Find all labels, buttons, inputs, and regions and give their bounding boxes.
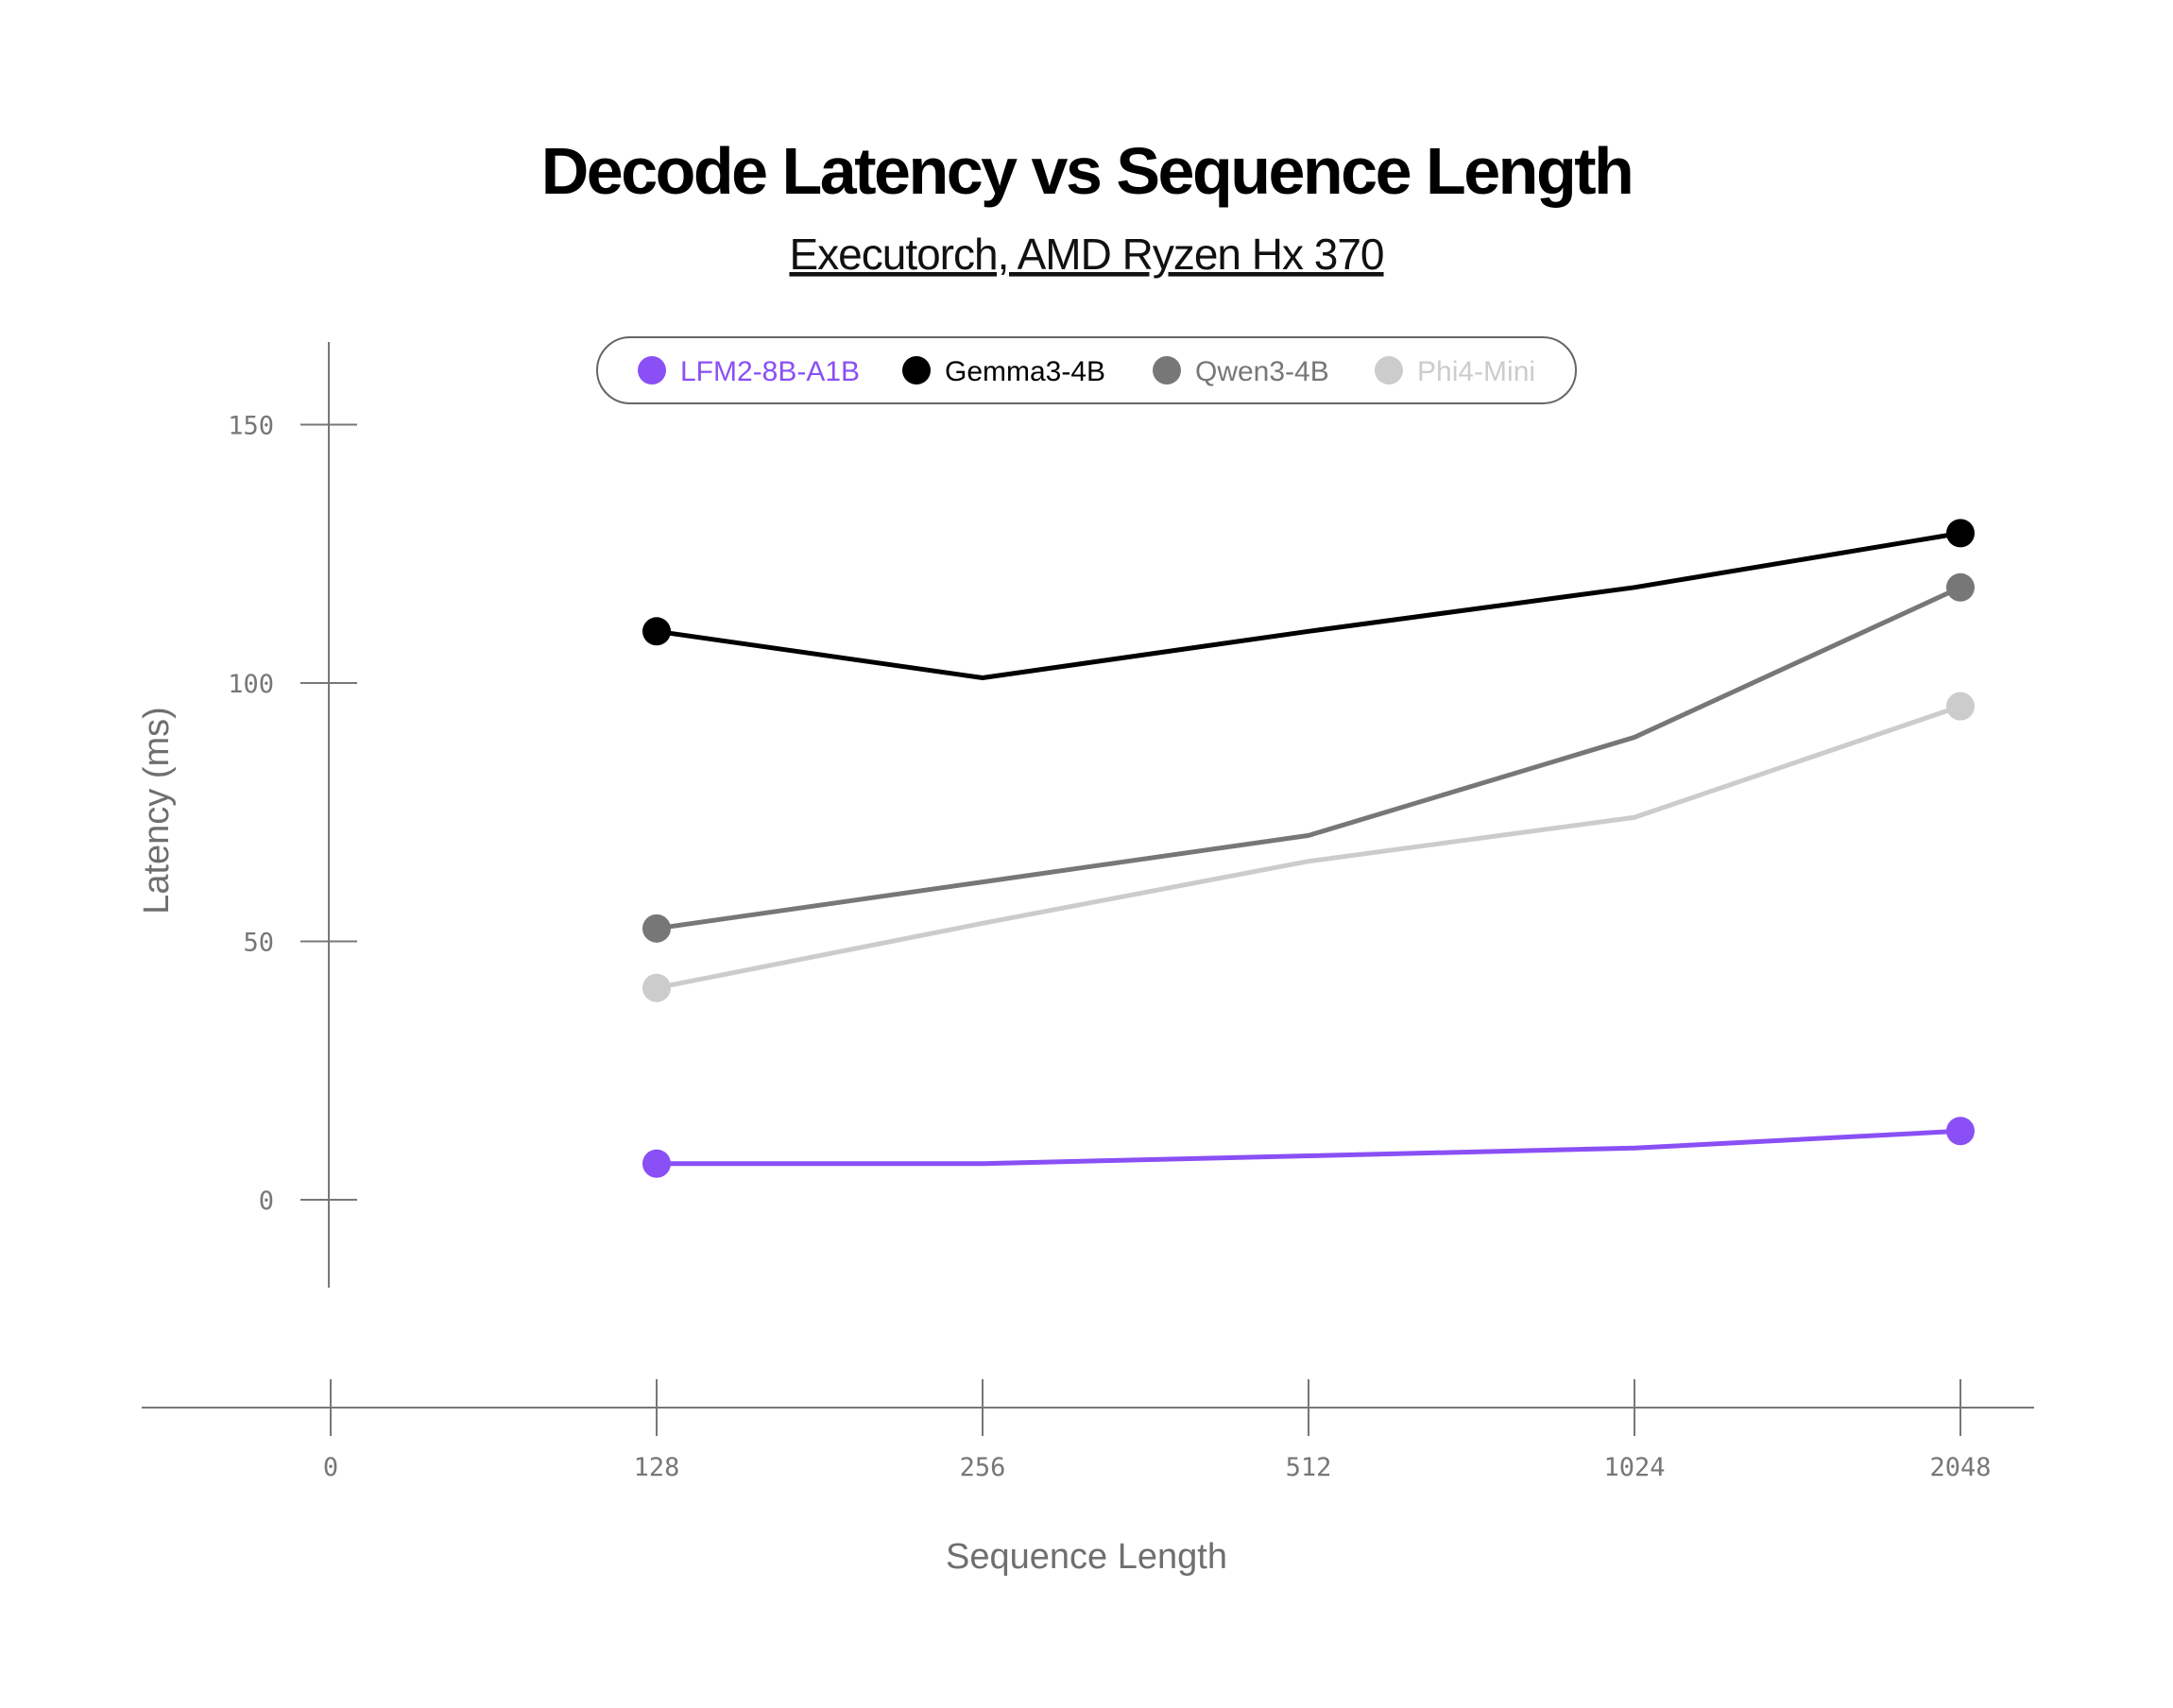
x-tick-label: 256 xyxy=(960,1453,1006,1482)
data-point xyxy=(642,914,671,943)
series-Phi4-Mini xyxy=(642,692,1975,1002)
y-tick-label: 100 xyxy=(228,670,274,699)
legend-label: Phi4-Mini xyxy=(1417,356,1535,387)
x-tick-label: 512 xyxy=(1286,1453,1332,1482)
data-point xyxy=(1946,572,1975,602)
legend-marker xyxy=(1375,356,1403,384)
chart-subtitle: Executorch, AMD Ryzen Hx 370 xyxy=(789,230,1383,279)
y-tick-label: 150 xyxy=(228,412,274,441)
series-Gemma3-4B xyxy=(642,519,1975,681)
chart-title: Decode Latency vs Sequence Length xyxy=(541,134,1633,208)
x-axis-title: Sequence Length xyxy=(946,1537,1227,1577)
x-tick-label: 1024 xyxy=(1603,1453,1665,1482)
series-line xyxy=(654,530,1963,681)
series-line xyxy=(654,585,1963,931)
y-tick-label: 0 xyxy=(259,1187,274,1216)
y-tick-label: 50 xyxy=(243,929,274,958)
x-tick-label: 128 xyxy=(634,1453,680,1482)
data-point xyxy=(642,973,671,1002)
legend-item: LFM2-8B-A1B xyxy=(638,356,860,387)
data-point xyxy=(1946,1117,1975,1146)
series-Qwen3-4B xyxy=(642,572,1975,943)
legend-marker xyxy=(638,356,666,384)
legend-label: Gemma3-4B xyxy=(945,356,1105,387)
legend-item: Qwen3-4B xyxy=(1153,356,1329,387)
legend-marker xyxy=(1153,356,1181,384)
y-axis-title: Latency (ms) xyxy=(137,707,177,914)
legend-label: LFM2-8B-A1B xyxy=(680,356,860,387)
series-LFM2-8B-A1B xyxy=(642,1117,1975,1178)
legend-item: Phi4-Mini xyxy=(1375,356,1535,387)
legend-item: Gemma3-4B xyxy=(902,356,1105,387)
data-point xyxy=(642,1149,671,1178)
x-tick-label: 0 xyxy=(323,1453,338,1482)
data-point xyxy=(1946,519,1975,548)
legend-label: Qwen3-4B xyxy=(1195,356,1329,387)
series-line xyxy=(654,1128,1963,1167)
data-point xyxy=(1946,692,1975,721)
legend-box xyxy=(596,336,1577,404)
y-axis: 0 50 100 150 xyxy=(228,341,357,1288)
data-point xyxy=(642,617,671,646)
plot-area xyxy=(642,519,1975,1178)
series-line xyxy=(654,704,1963,991)
legend: LFM2-8B-A1B Gemma3-4B Qwen3-4B Phi4-Mini xyxy=(596,336,1577,404)
x-axis: 0 128 256 512 1024 2048 xyxy=(142,1379,2034,1482)
legend-marker xyxy=(902,356,931,384)
x-tick-label: 2048 xyxy=(1929,1453,1991,1482)
